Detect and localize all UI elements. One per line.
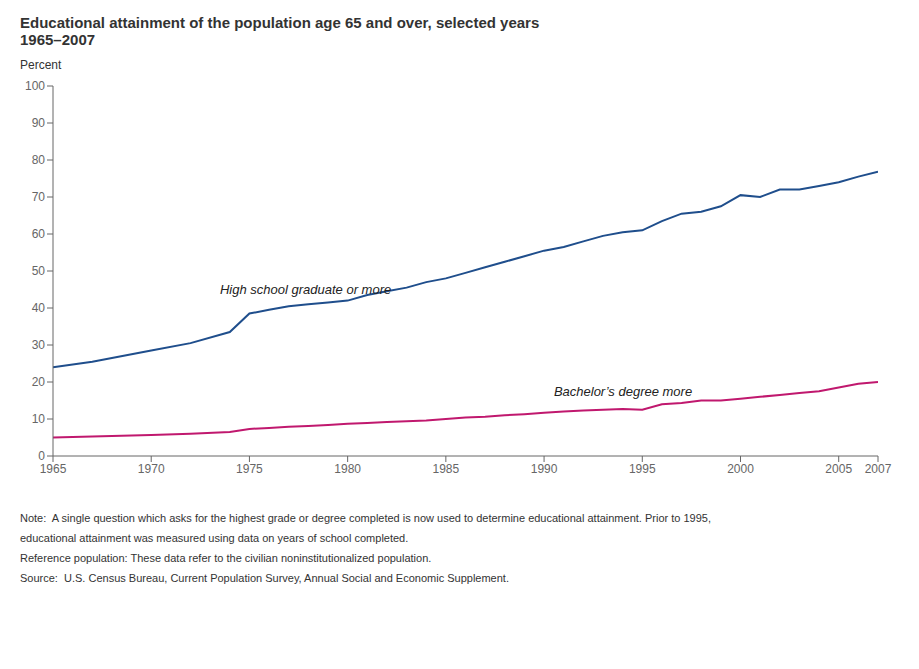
svg-text:2000: 2000 — [727, 462, 754, 476]
svg-text:1990: 1990 — [531, 462, 558, 476]
svg-text:2005: 2005 — [825, 462, 852, 476]
svg-text:10: 10 — [32, 412, 46, 426]
html-text:1965–2007: 1965–2007 — [20, 31, 96, 48]
html-text:Educational attainment of the: Educational attainment of the population… — [20, 14, 540, 31]
svg-text:70: 70 — [32, 190, 46, 204]
svg-text:0: 0 — [38, 449, 45, 463]
html-text:Source: U.S. Census Bureau, Cu: Source: U.S. Census Bureau, Current Popu… — [20, 572, 509, 584]
svg-text:90: 90 — [32, 116, 46, 130]
html-text:Reference population: These da: Reference population: These data refer t… — [20, 552, 432, 564]
svg-text:30: 30 — [32, 338, 46, 352]
svg-text:1980: 1980 — [334, 462, 361, 476]
svg-text:40: 40 — [32, 301, 46, 315]
html-text:educational attainment was mea: educational attainment was measured usin… — [20, 532, 409, 544]
svg-text:High school graduate or more: High school graduate or more — [220, 282, 391, 297]
svg-text:50: 50 — [32, 264, 46, 278]
svg-text:2007: 2007 — [865, 462, 892, 476]
svg-text:1970: 1970 — [138, 462, 165, 476]
svg-text:80: 80 — [32, 153, 46, 167]
svg-text:Bachelor’s degree more: Bachelor’s degree more — [554, 384, 692, 399]
html-text:Percent: Percent — [20, 58, 62, 72]
svg-text:1995: 1995 — [629, 462, 656, 476]
svg-text:1985: 1985 — [433, 462, 460, 476]
svg-text:1975: 1975 — [236, 462, 263, 476]
svg-text:100: 100 — [25, 79, 45, 93]
svg-text:1965: 1965 — [40, 462, 67, 476]
svg-text:60: 60 — [32, 227, 46, 241]
svg-text:20: 20 — [32, 375, 46, 389]
html-text:Note: A single question which: Note: A single question which asks for t… — [20, 512, 711, 524]
